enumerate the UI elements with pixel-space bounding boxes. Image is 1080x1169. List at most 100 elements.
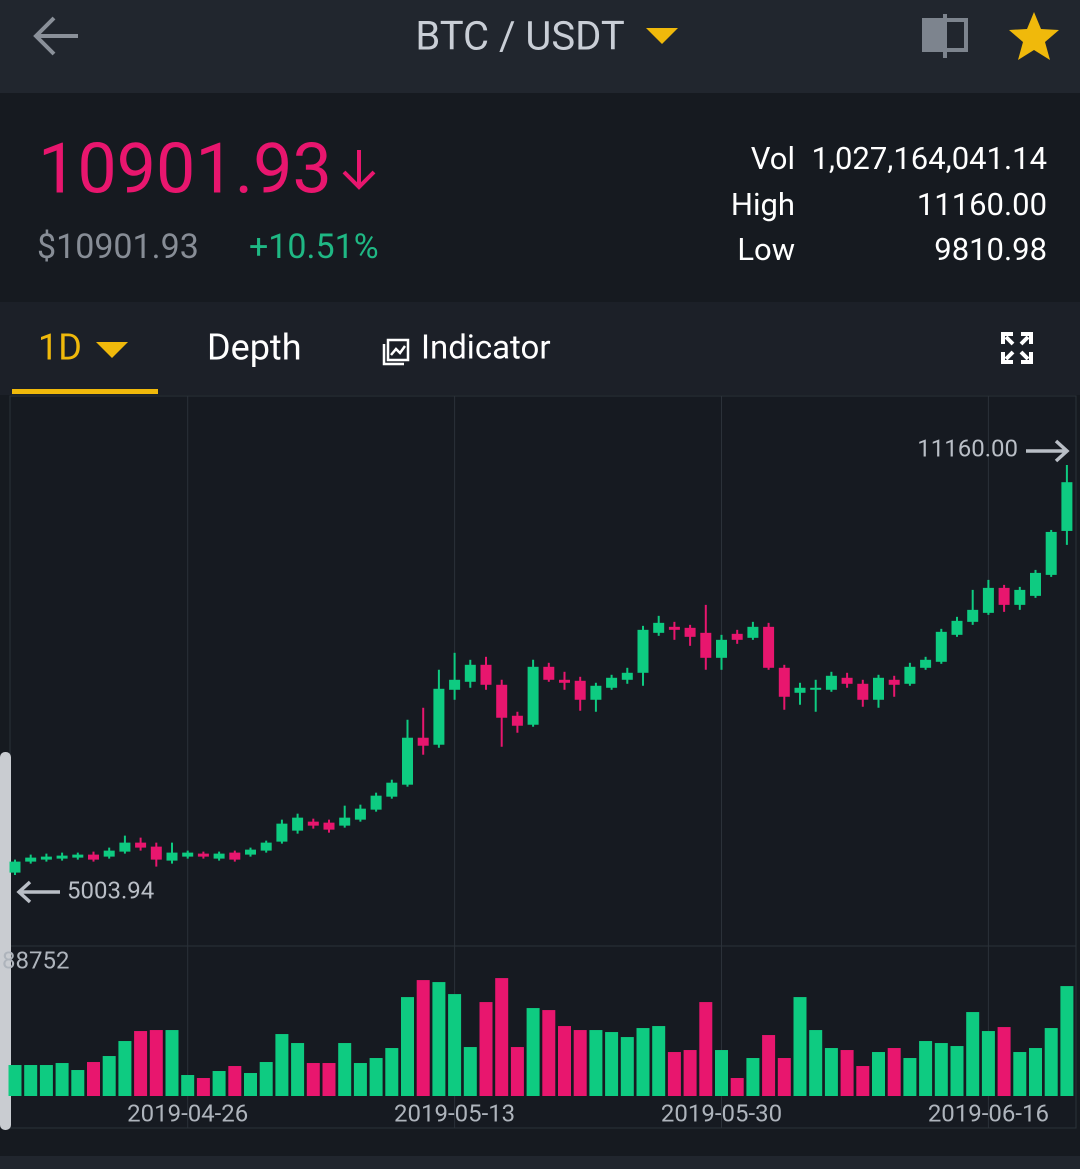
volume-bar bbox=[1029, 1048, 1042, 1096]
volume-bar bbox=[416, 980, 430, 1096]
stat-value: 11160.00 bbox=[917, 186, 1047, 223]
volume-bar bbox=[762, 1035, 776, 1096]
volume-bar bbox=[777, 1058, 791, 1096]
volume-bar bbox=[55, 1063, 69, 1096]
volume-bar bbox=[1013, 1052, 1027, 1096]
candle-body bbox=[637, 629, 649, 673]
candle-body bbox=[25, 857, 37, 862]
candle-body bbox=[166, 852, 178, 861]
candle-body bbox=[778, 667, 790, 697]
fullscreen-button[interactable] bbox=[1001, 332, 1033, 364]
volume-bar bbox=[542, 1010, 556, 1096]
volume-bar bbox=[479, 1002, 493, 1096]
volume-bar bbox=[1044, 1028, 1058, 1096]
candle-body bbox=[339, 817, 351, 826]
candle-body bbox=[480, 664, 492, 685]
indicator-tab[interactable]: Indicator bbox=[421, 329, 551, 368]
candle-body bbox=[276, 823, 288, 842]
candle-body bbox=[527, 666, 539, 725]
volume-bar bbox=[919, 1041, 933, 1096]
candle-body bbox=[1061, 482, 1073, 531]
volume-bar bbox=[667, 1052, 681, 1096]
candle-body bbox=[245, 849, 256, 855]
volume-bar bbox=[212, 1071, 226, 1096]
volume-bar bbox=[558, 1026, 571, 1096]
interval-dropdown[interactable] bbox=[96, 342, 128, 358]
low-arrow bbox=[16, 880, 60, 904]
volume-bar bbox=[589, 1030, 603, 1096]
volume-bar bbox=[275, 1034, 289, 1096]
candle-body bbox=[951, 620, 963, 635]
candle-body bbox=[653, 622, 665, 633]
low-annotation: 5003.94 bbox=[67, 876, 154, 904]
candle-body bbox=[904, 666, 916, 684]
volume-bar bbox=[369, 1058, 383, 1096]
interval-tab[interactable]: 1D bbox=[38, 327, 82, 369]
candle-body bbox=[982, 587, 994, 613]
stat-label: Vol bbox=[751, 140, 795, 177]
candle-body bbox=[684, 627, 696, 637]
candle-body bbox=[323, 822, 335, 830]
volume-bar bbox=[338, 1043, 352, 1096]
candle-body bbox=[857, 683, 869, 700]
volume-bar bbox=[259, 1062, 273, 1096]
volume-bar bbox=[39, 1065, 53, 1096]
volume-bar bbox=[856, 1066, 870, 1096]
volume-bar bbox=[291, 1043, 305, 1096]
favorite-star[interactable] bbox=[1009, 12, 1059, 60]
split-view-button[interactable] bbox=[922, 14, 968, 58]
candle-body bbox=[841, 677, 853, 684]
stat-value: 1,027,164,041.14 bbox=[811, 140, 1047, 177]
volume-bar bbox=[432, 982, 446, 1096]
candle-body bbox=[402, 737, 413, 785]
candle-body bbox=[888, 679, 900, 685]
candle-body bbox=[763, 626, 775, 668]
pair-title[interactable]: BTC / USDT bbox=[415, 13, 624, 60]
volume-bar bbox=[448, 994, 462, 1096]
x-tick-label: 2019-05-13 bbox=[394, 1099, 515, 1127]
candle-body bbox=[72, 854, 84, 858]
pair-dropdown[interactable] bbox=[646, 28, 678, 44]
candle-body bbox=[794, 687, 806, 693]
candle-body bbox=[747, 626, 759, 638]
volume-bar bbox=[228, 1066, 242, 1096]
indicator-icon[interactable] bbox=[382, 338, 410, 366]
volume-bar bbox=[165, 1030, 179, 1096]
candle-body bbox=[621, 672, 633, 680]
volume-bar bbox=[353, 1063, 367, 1096]
volume-bar bbox=[715, 1050, 728, 1096]
candle-body bbox=[9, 861, 21, 873]
volume-bar bbox=[840, 1050, 854, 1096]
depth-tab[interactable]: Depth bbox=[207, 327, 302, 369]
candle-body bbox=[1014, 589, 1026, 605]
candle-body bbox=[292, 817, 304, 831]
x-tick-label: 2019-06-16 bbox=[928, 1099, 1049, 1127]
volume-bar bbox=[699, 1002, 713, 1096]
volume-bar bbox=[87, 1062, 100, 1096]
volume-bar bbox=[903, 1058, 917, 1096]
back-button[interactable] bbox=[33, 16, 78, 56]
candle-body bbox=[40, 856, 52, 860]
volume-bar bbox=[966, 1012, 980, 1096]
candle-body bbox=[229, 852, 241, 860]
volume-bar bbox=[746, 1058, 760, 1096]
volume-bar bbox=[950, 1046, 964, 1096]
volume-bar bbox=[824, 1048, 838, 1096]
stat-label: High bbox=[731, 186, 795, 223]
scroll-handle[interactable] bbox=[0, 752, 11, 1130]
volume-bar bbox=[683, 1050, 697, 1096]
candle-body bbox=[716, 639, 727, 658]
volume-bar bbox=[730, 1078, 744, 1096]
candle-body bbox=[370, 795, 382, 810]
candle-body bbox=[135, 842, 147, 848]
candle-body bbox=[213, 853, 225, 859]
candle-body bbox=[543, 666, 555, 680]
candle-body bbox=[150, 846, 162, 860]
volume-bar bbox=[573, 1030, 587, 1096]
high-annotation: 11160.00 bbox=[917, 434, 1018, 462]
candle-body bbox=[873, 677, 884, 700]
candle-body bbox=[967, 609, 979, 622]
candle-body bbox=[1045, 531, 1057, 575]
